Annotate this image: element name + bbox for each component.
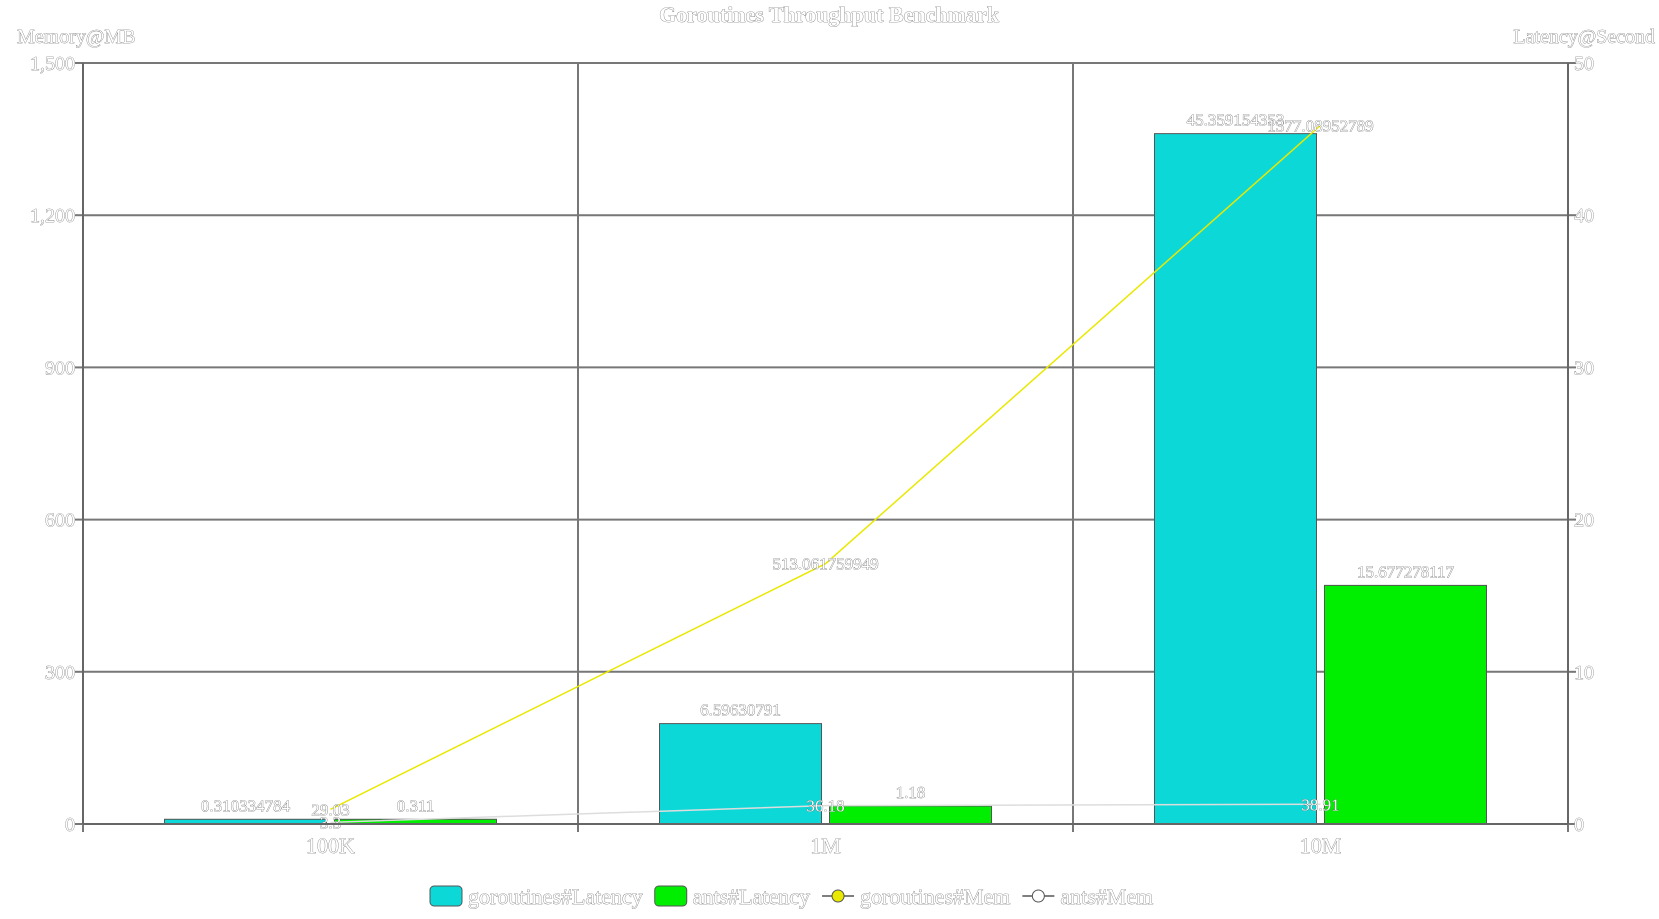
x-category-label: 10M: [1300, 833, 1342, 858]
legend-item: ants#Latency: [654, 884, 810, 909]
legend-item: ants#Mem: [1022, 884, 1154, 909]
legend-label: goroutines#Mem: [860, 884, 1010, 909]
bar-goroutines-latency: [1154, 133, 1317, 825]
line-value-label: 38.91: [1301, 795, 1339, 814]
left-tick-label: 900: [45, 357, 75, 379]
line-value-label: 36.18: [806, 797, 844, 816]
legend-swatch-marker: [831, 889, 845, 903]
bars: [164, 133, 1487, 825]
line-value-label: 1377.08952789: [1267, 116, 1373, 135]
right-tick-label: 10: [1574, 662, 1594, 684]
left-tick-label: 300: [45, 662, 75, 684]
legend-label: goroutines#Latency: [468, 884, 643, 909]
line-value-label: 3.3: [320, 813, 341, 832]
x-category-label: 100K: [306, 833, 355, 858]
chart-title: Goroutines Throughput Benchmark: [659, 2, 1000, 27]
right-tick-label: 40: [1574, 205, 1594, 227]
line-goroutines-mem: [330, 124, 1321, 810]
legend-swatch-marker: [1031, 889, 1045, 903]
legend: goroutines#Latency ants#Latency goroutines…: [429, 884, 1154, 909]
left-tick-label: 1,500: [30, 53, 75, 75]
bar-ants-latency: [1324, 584, 1487, 825]
legend-swatch: [654, 885, 688, 907]
left-axis-title: Memory@MB: [17, 26, 135, 48]
bar-ants-latency: [829, 805, 992, 825]
line-value-label: 29.03: [311, 800, 349, 819]
legend-item: goroutines#Mem: [822, 884, 1011, 909]
line-ants-mem: [330, 803, 1321, 824]
bar-value-label: 45.359154353: [1187, 111, 1285, 130]
bar-value-label: 15.677278117: [1357, 562, 1455, 581]
line-value-label: 513.061759949: [772, 555, 878, 574]
legend-item: goroutines#Latency: [429, 884, 643, 909]
legend-label: ants#Latency: [693, 884, 810, 909]
legend-swatch: [429, 885, 463, 907]
legend-label: ants#Mem: [1060, 884, 1153, 909]
bar-value-label: 1.18: [896, 783, 926, 802]
left-tick-label: 600: [45, 510, 75, 532]
right-tick-label: 50: [1574, 53, 1594, 75]
left-tick-label: 1,200: [30, 205, 75, 227]
bar-value-label: 0.311: [397, 796, 435, 815]
right-tick-label: 20: [1574, 510, 1594, 532]
x-category-label: 1M: [810, 833, 841, 858]
data-labels: 0.310334784 0.311 6.59630791 1.18 45.3591543…: [201, 110, 1455, 832]
line-series: [330, 124, 1321, 824]
axes: 0 300 600 900 1,200 1,500 0 10 20 30 40 50 100K 1M 10M: [30, 53, 1595, 859]
bar-value-label: 0.310334784: [201, 796, 291, 815]
left-tick-label: 0: [65, 814, 75, 836]
right-axis-title: Latency@Second: [1513, 26, 1655, 48]
right-tick-label: 0: [1574, 814, 1584, 836]
right-tick-label: 30: [1574, 357, 1594, 379]
bar-value-label: 6.59630791: [700, 701, 781, 720]
